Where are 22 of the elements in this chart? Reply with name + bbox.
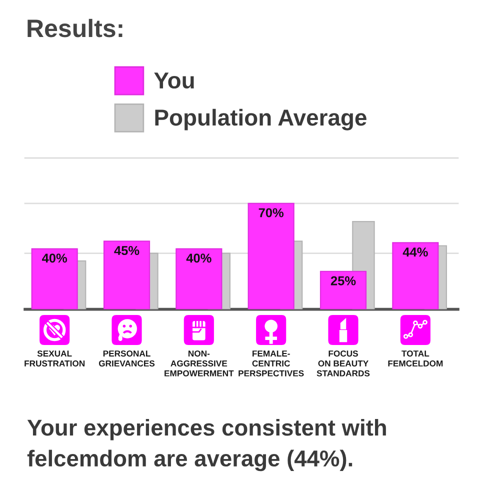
x-tick-label: TOTAL FEMCELDOM xyxy=(388,350,443,366)
data-label: 25% xyxy=(330,276,356,286)
bar xyxy=(320,270,367,310)
chart-title: Results: xyxy=(28,18,122,38)
x-tick-label: SEXUAL FRUSTRATION xyxy=(24,350,85,366)
x-tick-label: FOCUS ON BEAUTY STANDARDS xyxy=(316,350,370,376)
text: Your experiences consistent with felcemdom are average (44%). xyxy=(27,419,386,472)
legend-label: You xyxy=(154,72,194,89)
x-tick-label: NON- AGGRESSIVE EMPOWERMENT xyxy=(164,350,234,376)
data-label: 44% xyxy=(402,248,428,257)
x-tick-label: PERSONAL GRIEVANCES xyxy=(98,350,155,366)
legend-label: Population Average xyxy=(155,108,366,130)
bar xyxy=(176,248,222,310)
data-label: 40% xyxy=(186,254,212,263)
bar xyxy=(103,240,150,310)
data-label: 40% xyxy=(42,254,68,263)
data-label: 45% xyxy=(114,246,140,256)
data-label: 70% xyxy=(258,208,284,218)
bar xyxy=(248,202,294,310)
bar xyxy=(392,242,439,310)
x-tick-label: FEMALE- CENTRIC PERSPECTIVES xyxy=(238,350,304,376)
bar xyxy=(31,248,78,310)
